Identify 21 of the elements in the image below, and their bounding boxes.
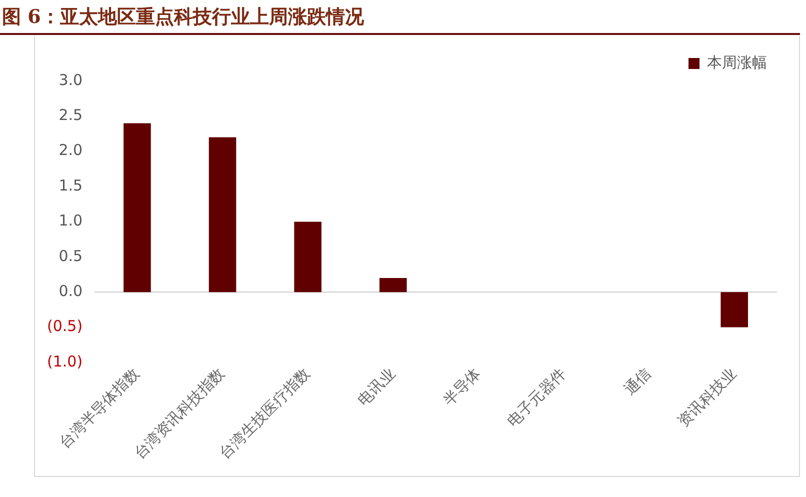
y-tick-label: (0.5) [46,317,83,336]
y-tick-label: 3.0 [58,70,83,89]
legend-label: 本周涨幅 [707,53,767,72]
y-tick-label: 1.0 [58,212,83,230]
y-tick-label: 0.0 [58,282,83,300]
x-tick-label: 资讯科技业 [674,364,740,430]
x-tick-label: 半导体 [439,364,484,410]
y-tick-label: 2.5 [58,106,83,124]
y-tick-label: (1.0) [46,352,83,370]
bar [379,278,407,292]
bar [124,123,151,292]
x-tick-label: 电子元器件 [504,364,570,430]
x-tick-label: 电讯业 [354,364,399,410]
bar [294,222,322,292]
y-tick-label: 2.0 [58,141,83,160]
x-tick-label: 通信 [620,364,655,399]
bar [208,137,236,292]
y-tick-label: 0.5 [58,246,83,265]
bar [720,292,748,328]
y-tick-label: 1.5 [58,176,83,194]
chart-title: 图 6：亚太地区重点科技行业上周涨跌情况 [2,5,364,30]
